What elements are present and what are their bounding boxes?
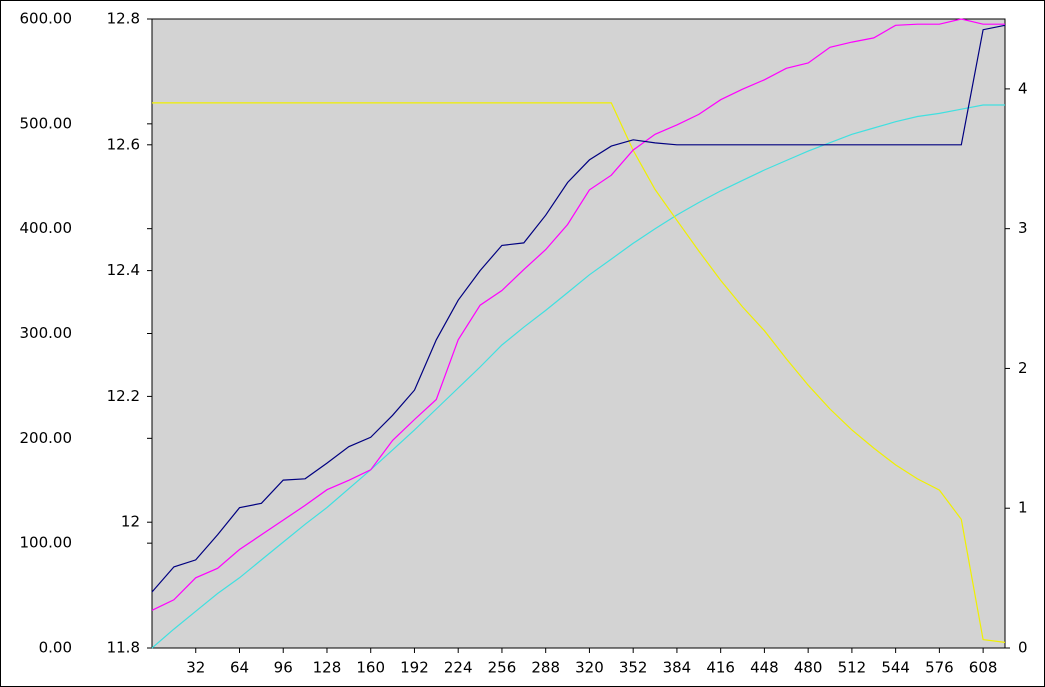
x-tick-label: 224 — [444, 659, 473, 677]
plot-area — [151, 18, 1006, 649]
x-tick-label: 480 — [794, 659, 823, 677]
x-tick-label: 320 — [575, 659, 604, 677]
series-line — [151, 24, 1006, 593]
series-line — [151, 104, 1005, 649]
x-tick-label: 416 — [706, 659, 735, 677]
y-tick-label: 2 — [1018, 359, 1028, 377]
y-tick-label: 400.00 — [20, 219, 73, 237]
y-tick-label: 12.2 — [107, 387, 140, 405]
y-tick-label: 0 — [1018, 639, 1028, 657]
y-tick-label: 600.00 — [20, 10, 73, 28]
y-tick-label: 12.6 — [107, 135, 140, 153]
y-tick-label: 300.00 — [20, 324, 73, 342]
x-tick-label: 352 — [619, 659, 648, 677]
y-tick-label: 12 — [121, 513, 140, 531]
y-tick-label: 12.8 — [107, 10, 140, 28]
y-tick-label: 4 — [1018, 79, 1028, 97]
y-tick-label: 100.00 — [20, 534, 73, 552]
y-tick-label: 11.8 — [107, 639, 140, 657]
x-tick-label: 512 — [838, 659, 867, 677]
y-tick-label: 1 — [1018, 499, 1028, 517]
y-tick-label: 3 — [1018, 219, 1028, 237]
x-tick-label: 256 — [488, 659, 517, 677]
x-tick-label: 192 — [400, 659, 429, 677]
x-tick-label: 128 — [313, 659, 342, 677]
x-tick-label: 64 — [230, 659, 249, 677]
y-tick-label: 200.00 — [20, 429, 73, 447]
x-tick-label: 544 — [881, 659, 910, 677]
x-tick-label: 384 — [663, 659, 692, 677]
x-tick-label: 576 — [925, 659, 954, 677]
x-tick-label: 96 — [274, 659, 293, 677]
series-line — [152, 102, 1006, 643]
x-tick-label: 288 — [531, 659, 560, 677]
x-tick-label: 32 — [186, 659, 205, 677]
y-tick-label: 0.00 — [39, 639, 72, 657]
y-tick-label: 12.4 — [107, 261, 140, 279]
x-tick-label: 608 — [969, 659, 998, 677]
series-line — [151, 18, 1005, 611]
x-tick-label: 160 — [356, 659, 385, 677]
y-tick-label: 500.00 — [20, 114, 73, 132]
x-tick-label: 448 — [750, 659, 779, 677]
